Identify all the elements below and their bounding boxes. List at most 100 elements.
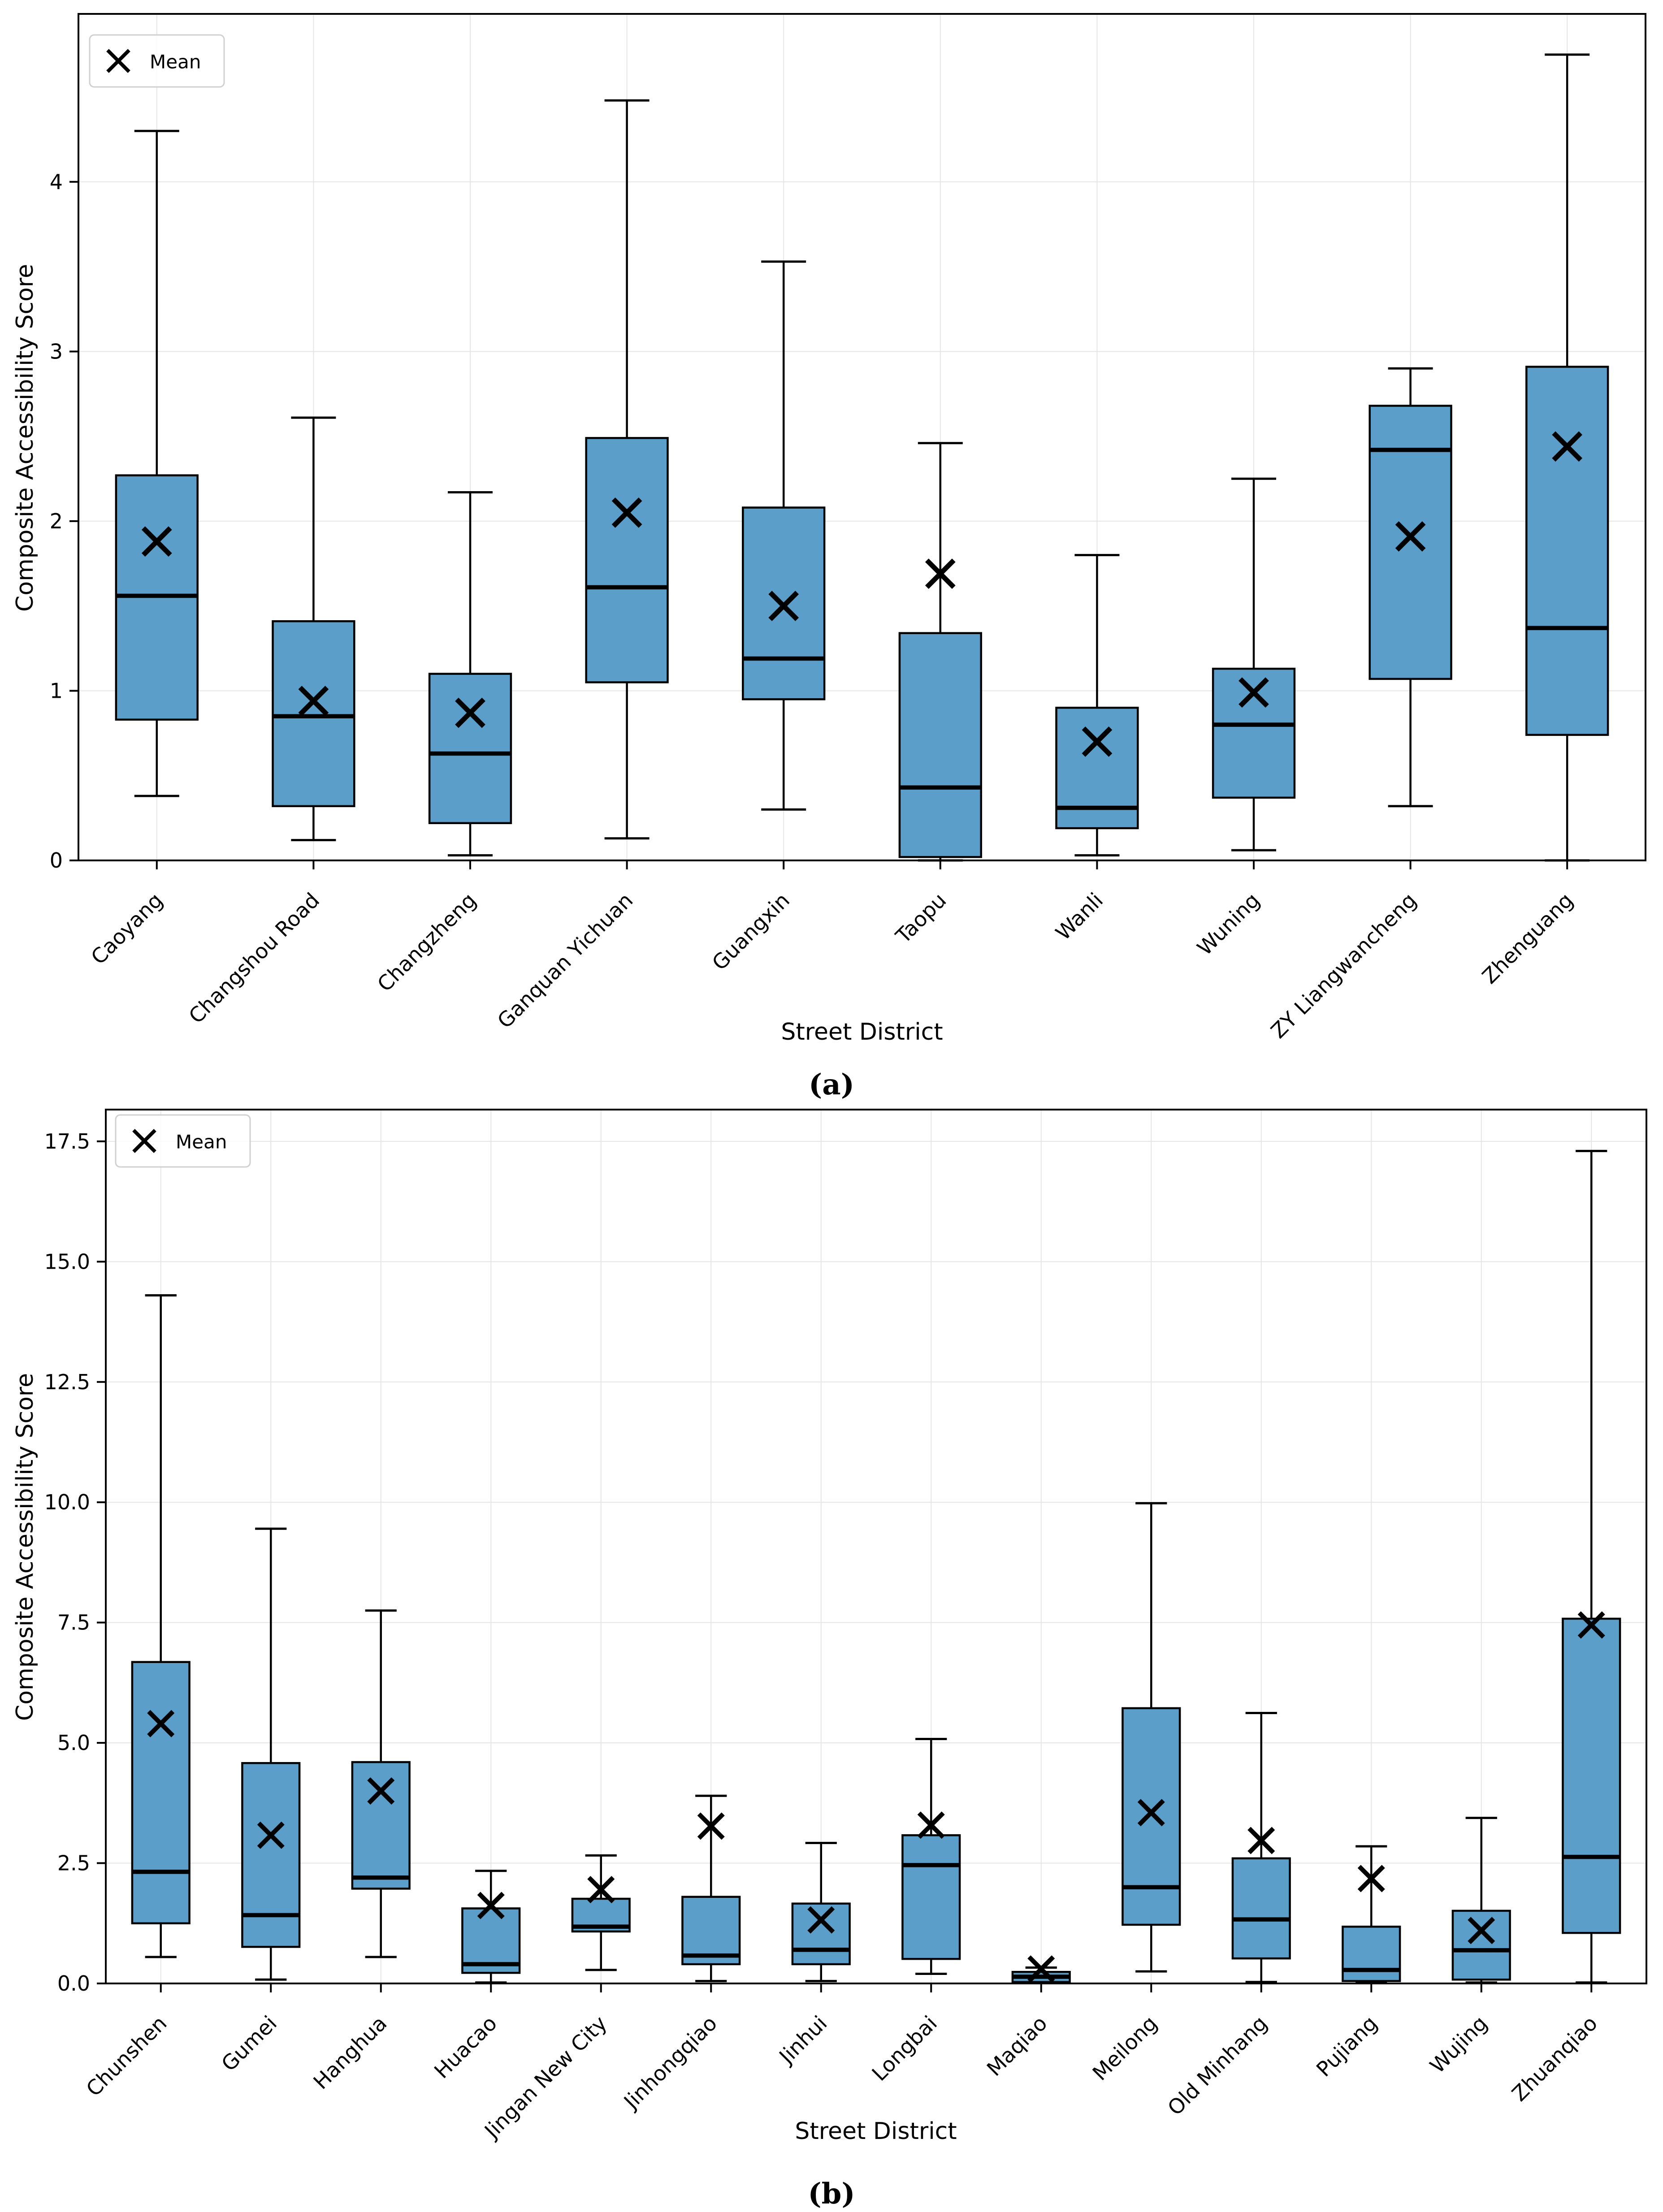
box-b-longbai: [901, 1738, 961, 1975]
iqr-box: [1562, 1617, 1621, 1934]
y-tick-label: 3: [50, 339, 63, 363]
y-axis-ticks-b: 0.0 2.5 5.0 7.5 10.0 12.5 15.0 17.5: [44, 1129, 106, 1996]
legend-box: [115, 1114, 251, 1168]
x-tick-label: Zhuanqiao: [1507, 2011, 1602, 2106]
iqr-box: [585, 437, 669, 683]
box-b-jinhongqiao: [681, 1794, 741, 1983]
iqr-box: [1525, 366, 1609, 736]
caption-a: (a): [808, 1068, 855, 1102]
iqr-box: [791, 1902, 851, 1966]
y-axis-ticks-a: 0 1 2 3 4: [50, 170, 78, 873]
y-tick-label: 2: [50, 509, 63, 533]
x-tick-label: Maqiao: [982, 2011, 1052, 2081]
box-b-meilong: [1122, 1502, 1181, 1973]
mean-x-marker: [925, 558, 956, 589]
legend-label: Mean: [176, 1131, 227, 1153]
iqr-box: [272, 620, 355, 808]
x-tick-label: Wuning: [1192, 888, 1265, 960]
mean-x-marker: [147, 1710, 175, 1737]
x-tick-label: Taopu: [891, 888, 951, 948]
y-axis-label-b: Composite Accessibility Score: [12, 1373, 39, 1721]
boxplot-panel-a: 0 1 2 3 4 Caoyang Changshou Road Changzheng Ganq…: [50, 13, 1646, 1043]
x-tick-label: Huacao: [429, 2011, 502, 2083]
box-b-jingan-new-city: [571, 1854, 631, 1971]
x-tick-label: Jinhongqiao: [618, 2011, 722, 2115]
box-b-zhuanqiao: [1562, 1149, 1621, 1984]
x-tick-label: ZY Liangwancheng: [1266, 888, 1421, 1043]
x-tick-label: Ganquan Yichuan: [493, 888, 638, 1033]
x-tick-label: Jinhui: [774, 2011, 832, 2069]
mean-x-marker: [1577, 1611, 1605, 1639]
iqr-box: [428, 673, 512, 824]
mean-x-marker: [455, 697, 485, 728]
x-tick-label: Longbai: [867, 2011, 942, 2086]
x-tick-label: Jingan New City: [479, 2011, 611, 2144]
x-tick-label: Wujing: [1425, 2011, 1492, 2078]
y-tick-label: 2.5: [57, 1851, 90, 1875]
x-tick-label: Hanghua: [309, 2011, 392, 2094]
box-b-hanghua: [351, 1609, 411, 1958]
mean-x-marker: [1082, 726, 1113, 757]
mean-x-marker: [298, 686, 329, 717]
mean-x-marker: [768, 591, 799, 622]
iqr-box: [1231, 1857, 1291, 1960]
legend-box: [89, 34, 225, 88]
y-tick-label: 5.0: [57, 1731, 90, 1755]
mean-x-marker: [917, 1811, 945, 1839]
box-b-huacao: [461, 1870, 521, 1984]
axes-frame: [105, 1109, 1647, 1984]
legend-mean-x-icon: [132, 1129, 156, 1153]
y-tick-label: 17.5: [44, 1129, 90, 1154]
box-a-guangxin: [742, 260, 826, 811]
box-b-wujing: [1451, 1817, 1511, 1984]
y-tick-label: 1: [50, 678, 63, 703]
y-tick-label: 0.0: [57, 1971, 90, 1996]
iqr-box: [241, 1762, 301, 1948]
y-tick-label: 0: [50, 848, 63, 873]
x-tick-label: Gumei: [217, 2011, 281, 2076]
box-b-gumei: [241, 1527, 301, 1981]
mean-x-marker: [587, 1876, 615, 1904]
mean-x-marker: [1395, 521, 1426, 552]
mean-x-marker: [141, 526, 172, 557]
iqr-box: [1055, 707, 1139, 830]
mean-x-marker: [807, 1906, 835, 1934]
iqr-box: [901, 1834, 961, 1960]
mean-x-marker: [1357, 1865, 1385, 1892]
box-a-zhenguang: [1525, 53, 1609, 862]
iqr-box: [1342, 1926, 1401, 1982]
x-tick-label: Meilong: [1088, 2011, 1162, 2085]
axes-frame: [78, 13, 1646, 861]
x-tick-label: Pujiang: [1312, 2011, 1382, 2082]
x-tick-label: Changshou Road: [184, 888, 324, 1028]
mean-x-marker: [697, 1812, 725, 1840]
mean-x-marker: [367, 1777, 395, 1805]
iqr-box: [351, 1761, 411, 1890]
mean-x-marker: [1137, 1799, 1165, 1827]
box-b-pujiang: [1342, 1845, 1401, 1984]
y-tick-label: 4: [50, 170, 63, 194]
mean-x-marker: [1027, 1955, 1055, 1983]
x-tick-label: Zhenguang: [1477, 888, 1578, 989]
mean-x-marker: [477, 1892, 505, 1919]
x-tick-label: Caoyang: [86, 888, 167, 969]
iqr-box: [898, 632, 982, 858]
iqr-box: [1122, 1707, 1181, 1926]
iqr-box: [681, 1896, 741, 1966]
y-axis-label-a: Composite Accessibility Score: [12, 264, 39, 612]
y-tick-label: 12.5: [44, 1370, 90, 1394]
box-b-old-minhang: [1231, 1712, 1291, 1983]
x-axis-label-a: Street District: [781, 1019, 943, 1046]
y-tick-label: 7.5: [57, 1611, 90, 1635]
box-b-chunshen: [131, 1294, 191, 1958]
legend-a: Mean: [89, 34, 225, 88]
x-axis-ticks-a: Caoyang Changshou Road Changzheng Ganquan Y…: [86, 860, 1578, 1043]
mean-x-marker: [1247, 1827, 1275, 1854]
box-a-taopu: [898, 442, 982, 862]
x-tick-label: Guangxin: [707, 888, 794, 975]
mean-x-marker: [1552, 431, 1583, 462]
iqr-box: [1369, 405, 1452, 680]
iqr-box: [1212, 667, 1296, 799]
box-a-ganquan-yichuan: [585, 99, 669, 840]
